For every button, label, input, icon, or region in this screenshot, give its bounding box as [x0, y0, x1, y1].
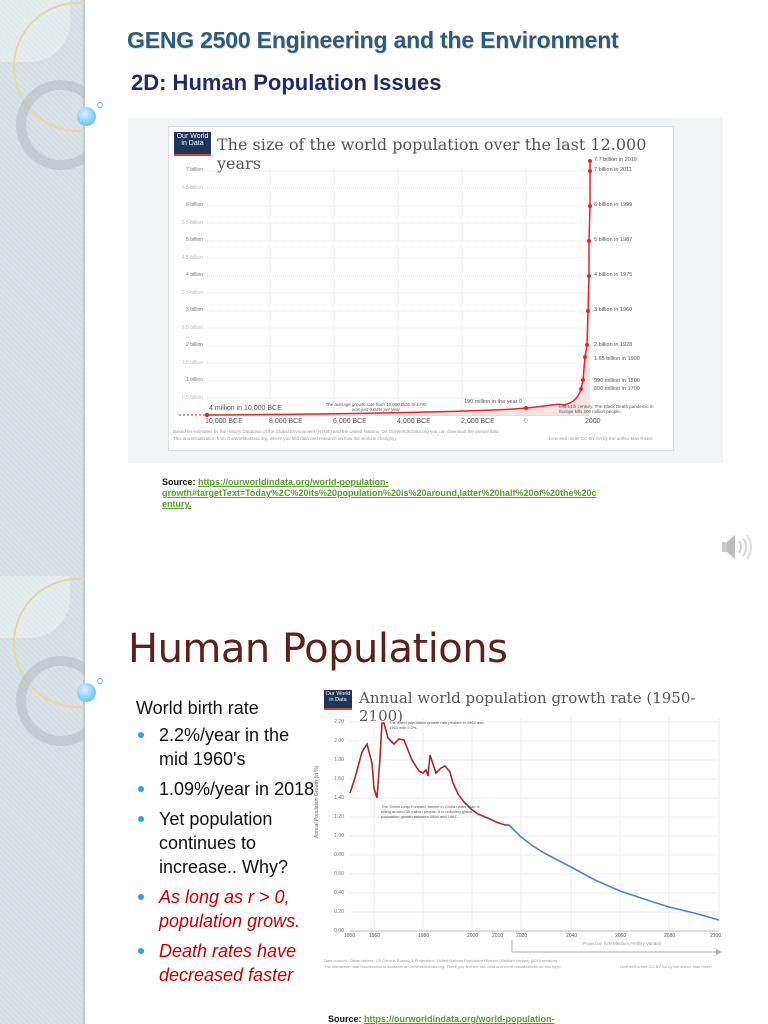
decorative-bubble-icon [97, 102, 103, 108]
source-citation: Source: https://ourworldindata.org/world… [162, 477, 597, 509]
source-link[interactable]: https://ourworldindata.org/world-populat… [364, 1014, 555, 1024]
list-item: 1.09%/year in 2018 [136, 777, 316, 801]
list-lead: World birth rate [136, 698, 259, 718]
decorative-ring-icon [16, 80, 85, 170]
list-item: Death rates have decreased faster [136, 939, 316, 987]
bullet-icon [138, 894, 144, 900]
list-item: As long as r > 0, population grows. [136, 885, 316, 933]
slide-decoration-sidebar [0, 0, 85, 576]
source-link[interactable]: https://ourworldindata.org/world-populat… [198, 477, 389, 487]
slide-1: GENG 2500 Engineering and the Environmen… [0, 0, 758, 576]
speaker-icon[interactable] [718, 532, 758, 562]
chart-image-frame: Our World in Data The size of the world … [128, 118, 723, 463]
list-item: Yet population continues to increase.. W… [136, 807, 316, 879]
bullet-icon [138, 816, 144, 822]
projection-label: Projection (UN Medium Fertility Variant) [582, 941, 662, 946]
owid-logo: Our World in Data [174, 132, 211, 156]
source-link[interactable]: entury. [162, 499, 192, 509]
bullet-icon [138, 786, 144, 792]
course-title: GENG 2500 Engineering and the Environmen… [127, 27, 619, 53]
slide-2: Human Populations World birth rate 2.2%/… [0, 576, 768, 1024]
bullet-icon [138, 732, 144, 738]
slide-decoration-sidebar [0, 576, 85, 1024]
source-citation: Source: https://ourworldindata.org/world… [328, 1014, 555, 1024]
decorative-bubble-icon [77, 107, 96, 126]
population-chart: Our World in Data The size of the world … [168, 126, 674, 451]
list-item: 2.2%/year in the mid 1960's [136, 723, 316, 771]
growth-rate-chart: Our World in Data Annual world populatio… [314, 688, 732, 978]
bullet-list: World birth rate 2.2%/year in the mid 19… [136, 698, 316, 993]
growth-rate-plot [349, 718, 720, 932]
decorative-ring-icon [16, 656, 85, 746]
chart-title: The size of the world population over th… [217, 135, 647, 173]
population-chart-plot [179, 159, 592, 418]
owid-logo: Our World in Data [324, 690, 352, 710]
source-link[interactable]: growth#targetText=Today%2C%20its%20popul… [162, 488, 597, 498]
slide-title: Human Populations [128, 626, 508, 672]
decorative-bubble-icon [77, 683, 96, 702]
projection-arrow-icon [511, 940, 722, 955]
section-title: 2D: Human Population Issues [131, 70, 442, 95]
bullet-icon [138, 948, 144, 954]
decorative-bubble-icon [97, 678, 103, 684]
chart-title: Annual world population growth rate (195… [359, 689, 696, 725]
